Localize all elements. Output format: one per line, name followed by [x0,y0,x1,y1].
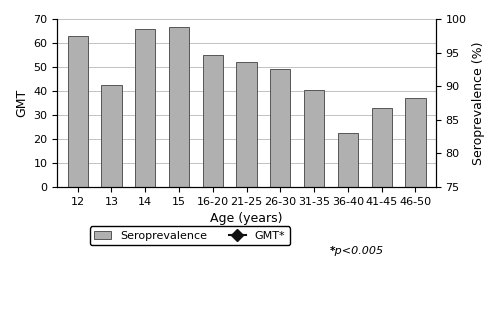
Bar [236,62,256,187]
Y-axis label: GMT: GMT [15,89,28,117]
Bar [372,108,392,187]
Legend: Seroprevalence, GMT*: Seroprevalence, GMT* [90,226,290,245]
X-axis label: Age (years): Age (years) [210,212,283,225]
Bar [406,98,425,187]
Text: *p<0.005: *p<0.005 [330,246,384,256]
Bar [202,55,223,187]
Bar [270,69,290,187]
Text: *: * [330,246,336,256]
Bar [102,85,121,187]
Y-axis label: Seroprevalence (%): Seroprevalence (%) [472,41,485,165]
Bar [338,133,358,187]
Bar [304,90,324,187]
Bar [68,36,88,187]
Bar [135,29,156,187]
Bar [169,27,189,187]
